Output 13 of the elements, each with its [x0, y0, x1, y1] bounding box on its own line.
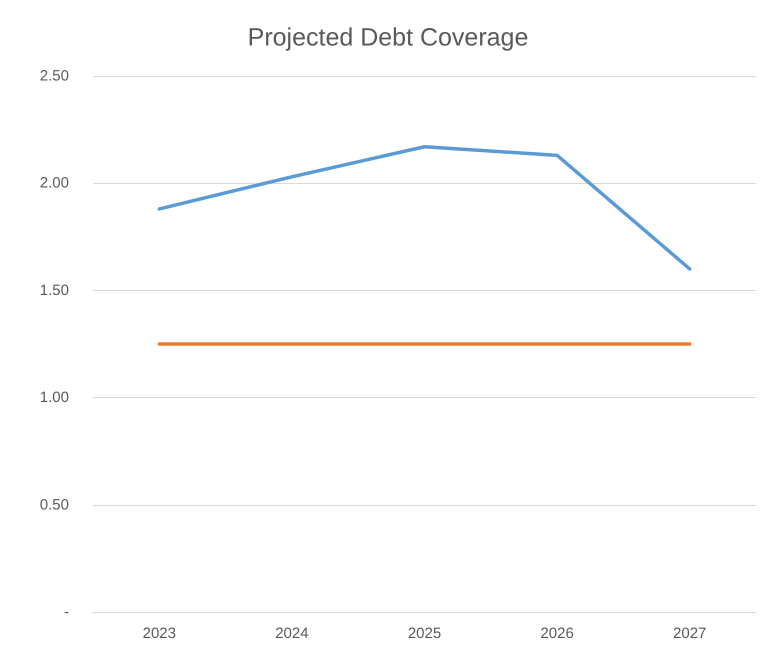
y-tick-label: 2.50 — [40, 68, 69, 84]
line-series — [158, 145, 692, 271]
x-tick-label: 2023 — [142, 625, 176, 642]
y-tick-label: 1.50 — [40, 282, 69, 299]
x-tick-label: 2027 — [673, 625, 706, 642]
y-tick-label: - — [64, 604, 69, 620]
x-tick-label: 2024 — [275, 625, 309, 642]
chart-title: Projected Debt Coverage — [248, 24, 528, 52]
y-tick-label: 2.00 — [40, 174, 69, 192]
y-tick-label: 0.50 — [40, 496, 69, 514]
x-tick-label: 2025 — [408, 625, 442, 642]
y-tick-label: 1.00 — [40, 389, 69, 406]
x-tick-label: 2026 — [540, 625, 574, 642]
